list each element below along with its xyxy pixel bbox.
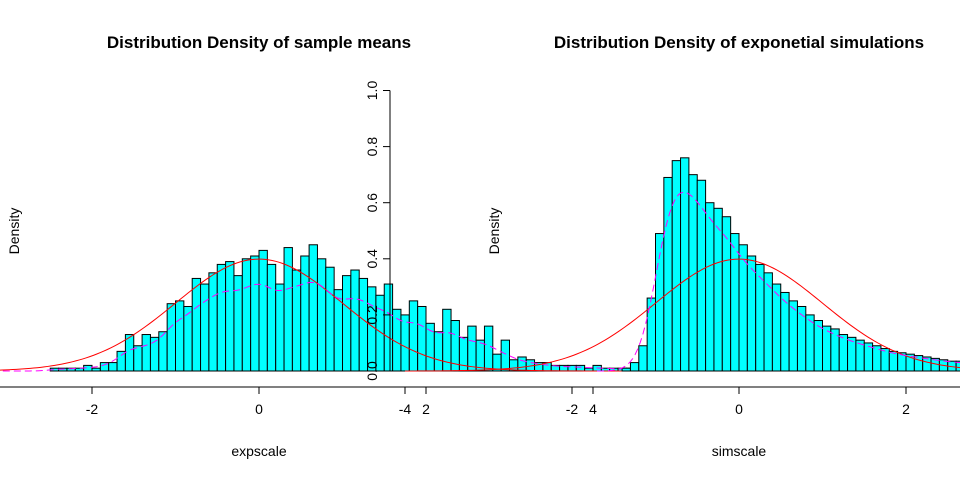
histogram-bar bbox=[191, 277, 202, 372]
histogram-bar bbox=[575, 364, 586, 372]
histogram-bar bbox=[325, 266, 335, 372]
histogram-bar bbox=[367, 286, 377, 372]
histogram-bar bbox=[629, 362, 640, 372]
histogram-bar bbox=[158, 331, 168, 372]
histogram-bar bbox=[838, 334, 849, 372]
y-tick-label: 0.4 bbox=[364, 249, 380, 269]
histogram-bar bbox=[696, 179, 707, 372]
x-tick-label: -4 bbox=[399, 401, 412, 417]
histogram-bar bbox=[108, 362, 118, 372]
histogram-panel-exponential-simulations: Distribution Density of exponetial simul… bbox=[364, 33, 960, 459]
y-tick-label: 0.0 bbox=[364, 361, 380, 381]
histogram-bar bbox=[788, 300, 798, 372]
histogram-bars bbox=[621, 157, 960, 372]
normal-density-curve bbox=[405, 258, 960, 372]
histogram-bar bbox=[316, 258, 327, 372]
histogram-bar bbox=[175, 300, 185, 372]
histogram-bar bbox=[475, 339, 485, 372]
histogram-bar bbox=[483, 325, 494, 372]
histogram-bar bbox=[663, 176, 673, 372]
histogram-bar bbox=[124, 334, 135, 372]
histogram-bar bbox=[91, 367, 101, 372]
histogram-bar bbox=[308, 244, 318, 372]
histogram-bar bbox=[208, 272, 218, 372]
histogram-bar bbox=[258, 249, 268, 372]
histogram-bar bbox=[266, 263, 277, 372]
chart-title: Distribution Density of sample means bbox=[107, 33, 411, 52]
y-tick-label: 0.8 bbox=[364, 137, 380, 157]
histogram-bar bbox=[250, 255, 260, 372]
histogram-bar bbox=[705, 202, 715, 372]
histogram-bar bbox=[133, 345, 143, 372]
y-tick-label: 0.2 bbox=[364, 305, 380, 325]
x-axis-label: expscale bbox=[231, 443, 286, 459]
histogram-bar bbox=[955, 360, 960, 372]
normal-density-curve bbox=[0, 258, 627, 372]
histogram-bar bbox=[713, 207, 723, 372]
histogram-bar bbox=[671, 160, 682, 372]
histogram-bar bbox=[796, 305, 807, 372]
histogram-bar bbox=[805, 314, 815, 372]
histogram-bar bbox=[241, 258, 252, 372]
histogram-bar bbox=[780, 291, 790, 372]
histogram-bar bbox=[771, 283, 782, 372]
x-axis: -4 -2 0 2 4 bbox=[399, 386, 960, 417]
histogram-bar bbox=[738, 244, 748, 372]
histogram-bar bbox=[275, 283, 285, 372]
histogram-bar bbox=[183, 305, 193, 372]
histogram-bar bbox=[141, 334, 151, 372]
histogram-bar bbox=[880, 348, 890, 372]
x-tick-label: -2 bbox=[86, 401, 99, 417]
histogram-bar bbox=[567, 364, 577, 372]
density-curves bbox=[0, 258, 627, 372]
x-tick-label: 2 bbox=[422, 401, 430, 417]
histogram-bar bbox=[913, 355, 924, 372]
y-axis-label: Density bbox=[6, 208, 22, 255]
histogram-bar bbox=[822, 325, 832, 372]
histogram-bar bbox=[433, 331, 444, 372]
histogram-bar bbox=[400, 314, 410, 372]
x-axis-label: simscale bbox=[712, 443, 767, 459]
y-axis: 0.0 0.2 0.4 0.6 0.8 1.0 bbox=[364, 81, 391, 381]
x-tick-label: 0 bbox=[735, 401, 743, 417]
y-tick-label: 1.0 bbox=[364, 81, 380, 101]
histogram-bar bbox=[746, 255, 757, 372]
kernel-density-curve bbox=[0, 281, 627, 372]
histogram-bar bbox=[74, 367, 85, 372]
chart-title: Distribution Density of exponetial simul… bbox=[554, 33, 924, 52]
histogram-bar bbox=[417, 305, 427, 372]
histogram-bar bbox=[467, 325, 477, 372]
histogram-bar bbox=[638, 345, 648, 372]
x-tick-label: 2 bbox=[902, 401, 910, 417]
histogram-bar bbox=[216, 263, 227, 372]
histogram-bar bbox=[500, 339, 510, 372]
histogram-bar bbox=[149, 336, 160, 372]
histogram-bar bbox=[408, 300, 419, 372]
x-axis: -4 -2 0 2 4 bbox=[0, 386, 597, 417]
x-tick-label: 4 bbox=[589, 401, 597, 417]
histogram-bar bbox=[200, 283, 210, 372]
histogram-bar bbox=[888, 350, 899, 372]
histogram-bar bbox=[166, 303, 176, 372]
kernel-density-curve bbox=[597, 191, 960, 372]
histogram-bar bbox=[847, 336, 857, 372]
histogram-bar bbox=[621, 367, 631, 372]
y-axis-label: Density bbox=[486, 208, 502, 255]
histogram-bar bbox=[342, 275, 352, 372]
histogram-bar bbox=[116, 350, 126, 372]
y-tick-label: 0.6 bbox=[364, 193, 380, 213]
histogram-bar bbox=[730, 233, 740, 372]
histogram-bar bbox=[350, 269, 360, 372]
histogram-bar bbox=[517, 356, 527, 372]
density-curves bbox=[405, 191, 960, 372]
x-tick-label: -2 bbox=[566, 401, 579, 417]
x-tick-label: 0 bbox=[255, 401, 263, 417]
histogram-bar bbox=[680, 157, 690, 372]
histogram-bar bbox=[383, 283, 394, 372]
histogram-bar bbox=[721, 216, 732, 372]
histogram-bar bbox=[225, 261, 235, 372]
